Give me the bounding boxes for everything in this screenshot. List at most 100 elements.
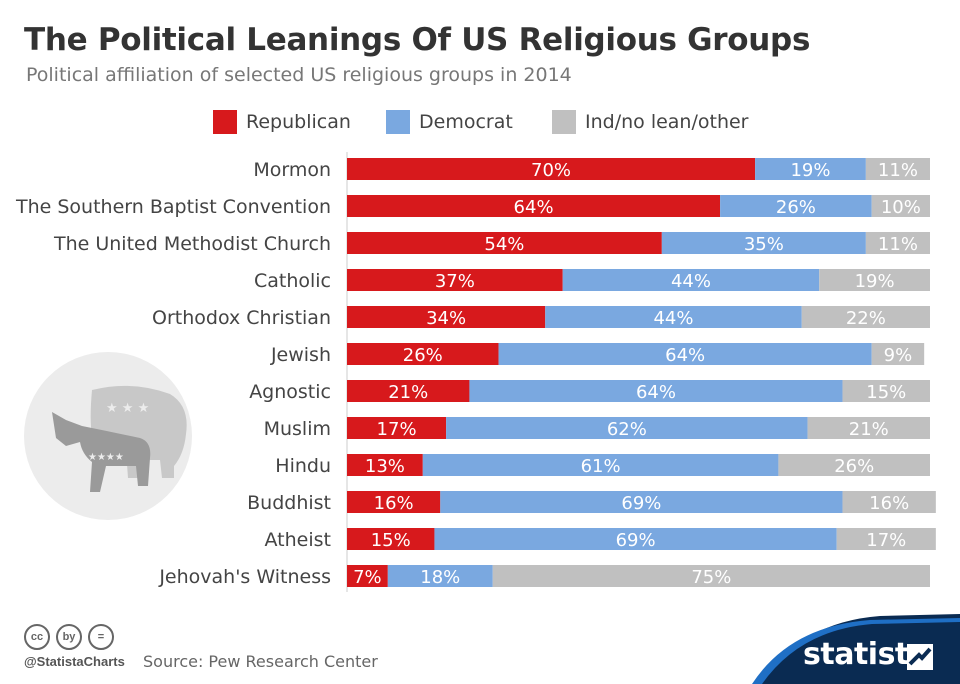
bar-segment-0 bbox=[347, 158, 756, 180]
category-label: Hindu bbox=[275, 455, 331, 477]
bar-segment-1 bbox=[440, 491, 843, 513]
attribution-icon: by bbox=[56, 624, 82, 650]
data-label: 35% bbox=[744, 234, 784, 255]
bar-segment-0 bbox=[347, 528, 435, 550]
category-label: Buddhist bbox=[247, 492, 331, 514]
data-label: 64% bbox=[514, 197, 554, 218]
legend-label-republican: Republican bbox=[246, 111, 351, 133]
bar-segment-2 bbox=[807, 417, 930, 439]
data-label: 21% bbox=[388, 382, 428, 403]
bar-segment-1 bbox=[562, 269, 820, 291]
data-label: 34% bbox=[426, 308, 466, 329]
bar-segment-2 bbox=[871, 195, 930, 217]
data-label: 64% bbox=[665, 345, 705, 366]
data-label: 17% bbox=[866, 530, 906, 551]
data-label: 11% bbox=[878, 234, 918, 255]
legend-label-other: Ind/no lean/other bbox=[585, 111, 749, 133]
data-label: 26% bbox=[403, 345, 443, 366]
statista-logo-mark-icon bbox=[907, 644, 933, 670]
category-label: Jehovah's Witness bbox=[158, 566, 331, 588]
data-label: 44% bbox=[671, 271, 711, 292]
bar-segment-0 bbox=[347, 491, 441, 513]
legend-swatch-other bbox=[552, 110, 576, 134]
data-label: 18% bbox=[420, 567, 460, 588]
category-label: Catholic bbox=[254, 270, 331, 292]
license-icons: cc by = bbox=[24, 624, 114, 650]
data-label: 22% bbox=[846, 308, 886, 329]
bar-segment-0 bbox=[347, 454, 423, 476]
statista-handle: @StatistaCharts bbox=[24, 654, 125, 669]
creative-commons-icon: cc bbox=[24, 624, 50, 650]
bar-segment-0 bbox=[347, 380, 470, 402]
bar-segment-1 bbox=[498, 343, 872, 365]
bar-segment-2 bbox=[865, 232, 930, 254]
category-label: Jewish bbox=[270, 344, 331, 366]
bar-segment-2 bbox=[778, 454, 930, 476]
data-label: 19% bbox=[790, 160, 830, 181]
bar-segment-0 bbox=[347, 195, 721, 217]
bar-segment-1 bbox=[755, 158, 866, 180]
category-label: The Southern Baptist Convention bbox=[15, 196, 331, 218]
data-label: 16% bbox=[869, 493, 909, 514]
bar-segment-1 bbox=[720, 195, 872, 217]
legend-item-republican: Republican bbox=[213, 110, 351, 134]
category-label: Muslim bbox=[264, 418, 331, 440]
data-label: 16% bbox=[374, 493, 414, 514]
data-label: 54% bbox=[484, 234, 524, 255]
data-label: 69% bbox=[616, 530, 656, 551]
bar-segment-1 bbox=[545, 306, 802, 328]
data-label: 9% bbox=[884, 345, 913, 366]
bar-segment-0 bbox=[347, 232, 662, 254]
data-label: 21% bbox=[849, 419, 889, 440]
data-label: 26% bbox=[776, 197, 816, 218]
data-label: 61% bbox=[581, 456, 621, 477]
bar-segment-1 bbox=[387, 565, 493, 587]
bar-segment-1 bbox=[422, 454, 779, 476]
data-label: 13% bbox=[365, 456, 405, 477]
legend: Republican Democrat Ind/no lean/other bbox=[0, 110, 960, 136]
bar-segment-0 bbox=[347, 269, 563, 291]
legend-item-democrat: Democrat bbox=[386, 110, 513, 134]
bar-segment-2 bbox=[801, 306, 930, 328]
data-label: 17% bbox=[377, 419, 417, 440]
bar-segment-1 bbox=[434, 528, 837, 550]
legend-item-other: Ind/no lean/other bbox=[552, 110, 749, 134]
category-label: Atheist bbox=[265, 529, 331, 551]
chart-title: The Political Leanings Of US Religious G… bbox=[24, 22, 811, 58]
data-label: 64% bbox=[636, 382, 676, 403]
bar-segment-0 bbox=[347, 417, 447, 439]
bar-segment-2 bbox=[836, 528, 936, 550]
category-label: The United Methodist Church bbox=[53, 233, 331, 255]
bar-segment-1 bbox=[446, 417, 808, 439]
chart-subtitle: Political affiliation of selected US rel… bbox=[26, 64, 572, 86]
data-label: 75% bbox=[691, 567, 731, 588]
svg-text:★★★★: ★★★★ bbox=[88, 452, 124, 463]
party-animals-emblem-icon: ★ ★ ★ ★★★★ bbox=[24, 352, 192, 520]
data-label: 19% bbox=[855, 271, 895, 292]
legend-label-democrat: Democrat bbox=[419, 111, 513, 133]
no-derivatives-icon: = bbox=[88, 624, 114, 650]
bar-segment-2 bbox=[842, 491, 936, 513]
bar-segment-2 bbox=[842, 380, 930, 402]
source-note: Source: Pew Research Center bbox=[143, 652, 378, 671]
category-label: Mormon bbox=[253, 159, 331, 181]
data-label: 62% bbox=[607, 419, 647, 440]
data-label: 69% bbox=[621, 493, 661, 514]
bar-segment-2 bbox=[871, 343, 925, 365]
bar-segment-1 bbox=[469, 380, 843, 402]
bar-segment-2 bbox=[819, 269, 930, 291]
data-label: 15% bbox=[371, 530, 411, 551]
legend-swatch-democrat bbox=[386, 110, 410, 134]
data-label: 7% bbox=[353, 567, 382, 588]
data-label: 10% bbox=[881, 197, 921, 218]
bar-segment-2 bbox=[492, 565, 930, 587]
data-label: 15% bbox=[866, 382, 906, 403]
data-label: 44% bbox=[653, 308, 693, 329]
data-label: 70% bbox=[531, 160, 571, 181]
svg-text:★ ★ ★: ★ ★ ★ bbox=[106, 401, 149, 416]
category-label: Agnostic bbox=[249, 381, 331, 403]
bar-segment-2 bbox=[865, 158, 930, 180]
data-label: 26% bbox=[834, 456, 874, 477]
bar-segment-0 bbox=[347, 306, 546, 328]
